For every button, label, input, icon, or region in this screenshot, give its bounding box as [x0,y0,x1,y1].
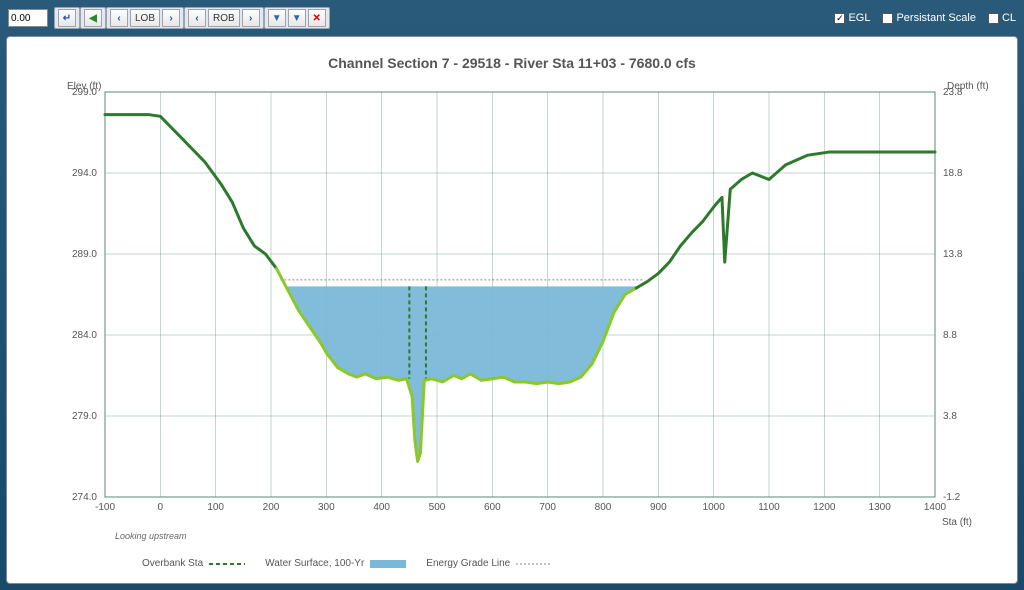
svg-text:289.0: 289.0 [72,249,97,260]
svg-text:8.8: 8.8 [943,330,957,341]
svg-text:Depth (ft): Depth (ft) [947,81,989,92]
toolbar-group: ↵ [54,7,80,29]
rob-button[interactable]: ROB [208,9,240,27]
value-input[interactable] [8,9,48,27]
enter-button[interactable]: ↵ [58,9,76,27]
down-button[interactable]: ▼ [288,9,306,27]
svg-text:300: 300 [318,502,335,513]
svg-text:1000: 1000 [703,502,726,513]
svg-text:100: 100 [207,502,224,513]
svg-text:400: 400 [373,502,390,513]
down-button[interactable]: ▼ [268,9,286,27]
svg-text:274.0: 274.0 [72,492,97,503]
next-button[interactable]: › [242,9,260,27]
play-left-button[interactable]: ◀ [84,9,102,27]
legend-egl: Energy Grade Line [426,558,552,569]
chart-svg: -100 0 100 200 300 400 500 600 700 800 900 1000 1100… [7,77,1015,547]
svg-text:18.8: 18.8 [943,168,963,179]
prev-button[interactable]: ‹ [188,9,206,27]
looking-note: Looking upstream [115,531,187,541]
svg-text:1400: 1400 [924,502,947,513]
checkbox-box [882,13,893,24]
svg-text:700: 700 [539,502,556,513]
svg-text:600: 600 [484,502,501,513]
checkbox-box: ✓ [834,13,845,24]
svg-text:279.0: 279.0 [72,411,97,422]
svg-text:200: 200 [263,502,280,513]
svg-text:Elev (ft): Elev (ft) [67,81,101,92]
toolbar-group: ▼▼✕ [264,7,330,29]
toolbar-group: ◀ [80,7,106,29]
chart-title: Channel Section 7 - 29518 - River Sta 11… [7,37,1017,71]
svg-text:3.8: 3.8 [943,411,957,422]
lob-button[interactable]: LOB [130,9,160,27]
svg-text:13.8: 13.8 [943,249,963,260]
checkbox-label: CL [1002,12,1016,24]
checkbox-box [988,13,999,24]
svg-text:294.0: 294.0 [72,168,97,179]
toolbar-group: ‹LOB› [106,7,184,29]
next-button[interactable]: › [162,9,180,27]
checkbox-cl[interactable]: CL [988,12,1016,24]
legend: Overbank Sta Water Surface, 100-Yr Energ… [142,558,552,569]
legend-overbank: Overbank Sta [142,558,245,569]
svg-text:-1.2: -1.2 [943,492,961,503]
svg-text:1100: 1100 [758,502,780,513]
svg-text:1200: 1200 [813,502,836,513]
close-button[interactable]: ✕ [308,9,326,27]
svg-text:800: 800 [595,502,612,513]
toolbar-group: ‹ROB› [184,7,264,29]
svg-text:-100: -100 [95,502,115,513]
toolbar-left: ↵◀‹LOB›‹ROB›▼▼✕ [8,7,330,29]
legend-water: Water Surface, 100-Yr [265,558,406,569]
chart-panel: Channel Section 7 - 29518 - River Sta 11… [6,36,1018,584]
prev-button[interactable]: ‹ [110,9,128,27]
toolbar-right: ✓EGL Persistant Scale CL [834,12,1016,24]
svg-text:284.0: 284.0 [72,330,97,341]
svg-text:0: 0 [158,502,164,513]
checkbox-label: Persistant Scale [896,12,975,24]
checkbox-persistant-scale[interactable]: Persistant Scale [882,12,975,24]
svg-text:900: 900 [650,502,667,513]
toolbar: ↵◀‹LOB›‹ROB›▼▼✕ ✓EGLPersistant ScaleCL [6,6,1018,30]
checkbox-label: EGL [848,12,870,24]
svg-text:1300: 1300 [869,502,892,513]
svg-text:Sta (ft): Sta (ft) [942,517,972,528]
checkbox-egl[interactable]: ✓EGL [834,12,870,24]
svg-text:500: 500 [429,502,446,513]
